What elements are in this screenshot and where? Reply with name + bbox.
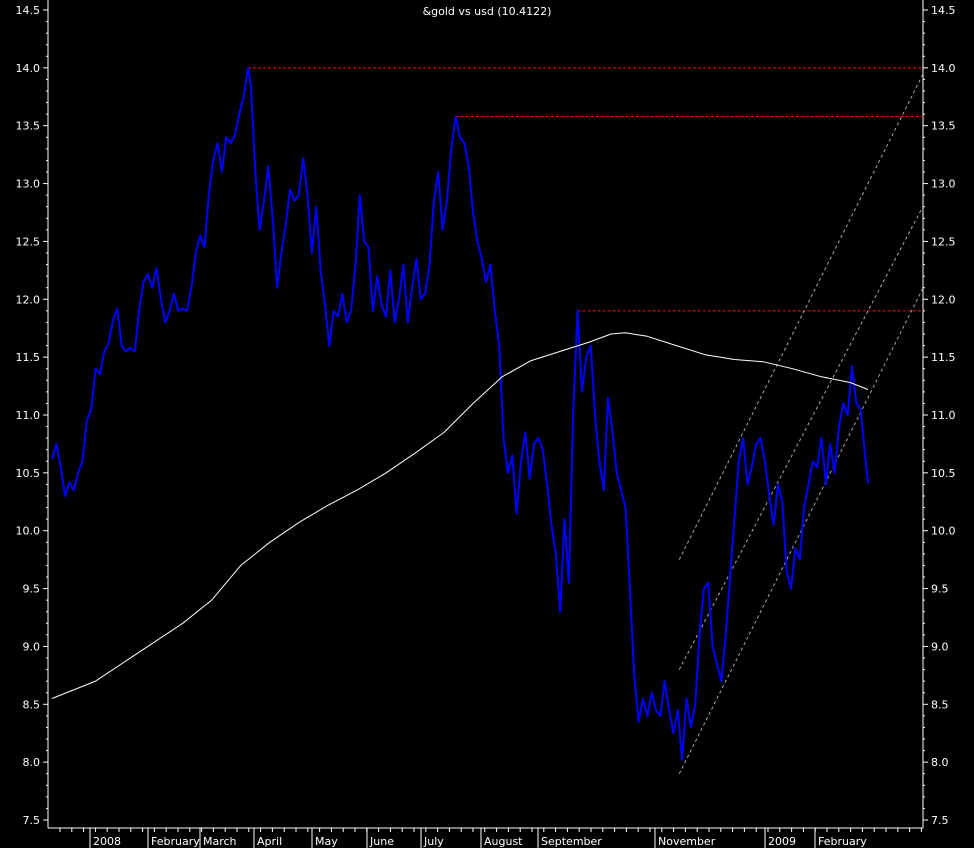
x-tick-label: May bbox=[315, 835, 338, 848]
y-tick-label-right: 13.0 bbox=[931, 178, 956, 191]
y-tick-label-left: 9.0 bbox=[23, 640, 41, 653]
y-tick-label-left: 10.5 bbox=[16, 467, 41, 480]
axes: 7.5 7.5 8.0 8.0 8.5 8.5 9.0 9.0 9.5 9.5 10.0 10.0 10… bbox=[16, 0, 956, 848]
x-tick-label: February bbox=[818, 835, 867, 848]
y-tick-label-right: 7.5 bbox=[931, 814, 949, 827]
trend-channel bbox=[678, 73, 924, 774]
y-tick-label-right: 10.5 bbox=[931, 467, 956, 480]
trend-channel-line bbox=[678, 287, 924, 774]
y-tick-label-right: 11.5 bbox=[931, 351, 956, 364]
moving-average-line bbox=[51, 332, 869, 699]
y-tick-label-left: 13.5 bbox=[16, 120, 41, 133]
y-tick-label-left: 14.5 bbox=[16, 4, 41, 17]
y-tick-label-right: 14.5 bbox=[931, 4, 956, 17]
y-tick-label-right: 8.5 bbox=[931, 698, 949, 711]
y-tick-label-left: 13.0 bbox=[16, 178, 41, 191]
x-tick-label: June bbox=[369, 835, 394, 848]
y-tick-label-right: 10.0 bbox=[931, 525, 956, 538]
y-tick-label-right: 12.5 bbox=[931, 235, 956, 248]
x-tick-label: July bbox=[423, 835, 444, 848]
x-tick-label: 2009 bbox=[768, 835, 796, 848]
y-tick-label-left: 12.5 bbox=[16, 235, 41, 248]
y-tick-label-left: 8.0 bbox=[23, 756, 41, 769]
x-tick-label: August bbox=[484, 835, 523, 848]
x-tick-label: April bbox=[257, 835, 282, 848]
x-tick-label: November bbox=[658, 835, 716, 848]
y-tick-label-left: 10.0 bbox=[16, 525, 41, 538]
y-tick-label-left: 9.5 bbox=[23, 583, 41, 596]
y-tick-label-left: 14.0 bbox=[16, 62, 41, 75]
chart-title: &gold vs usd (10.4122) bbox=[423, 5, 552, 18]
y-tick-label-left: 11.0 bbox=[16, 409, 41, 422]
gold-price-line bbox=[51, 66, 869, 761]
y-tick-label-left: 11.5 bbox=[16, 351, 41, 364]
trend-channel-line bbox=[678, 73, 924, 560]
x-tick-label: 2008 bbox=[93, 835, 121, 848]
y-tick-label-left: 8.5 bbox=[23, 698, 41, 711]
y-tick-label-right: 12.0 bbox=[931, 293, 956, 306]
y-tick-label-right: 9.0 bbox=[931, 640, 949, 653]
y-tick-label-right: 14.0 bbox=[931, 62, 956, 75]
reference-lines bbox=[248, 67, 923, 312]
y-tick-label-right: 9.5 bbox=[931, 583, 949, 596]
y-tick-label-right: 13.5 bbox=[931, 120, 956, 133]
y-tick-label-right: 11.0 bbox=[931, 409, 956, 422]
y-tick-label-left: 7.5 bbox=[23, 814, 41, 827]
series-lines bbox=[51, 66, 869, 761]
x-tick-label: February bbox=[151, 835, 200, 848]
y-tick-label-left: 12.0 bbox=[16, 293, 41, 306]
x-tick-label: September bbox=[541, 835, 602, 848]
y-tick-label-right: 8.0 bbox=[931, 756, 949, 769]
x-tick-label: March bbox=[203, 835, 237, 848]
